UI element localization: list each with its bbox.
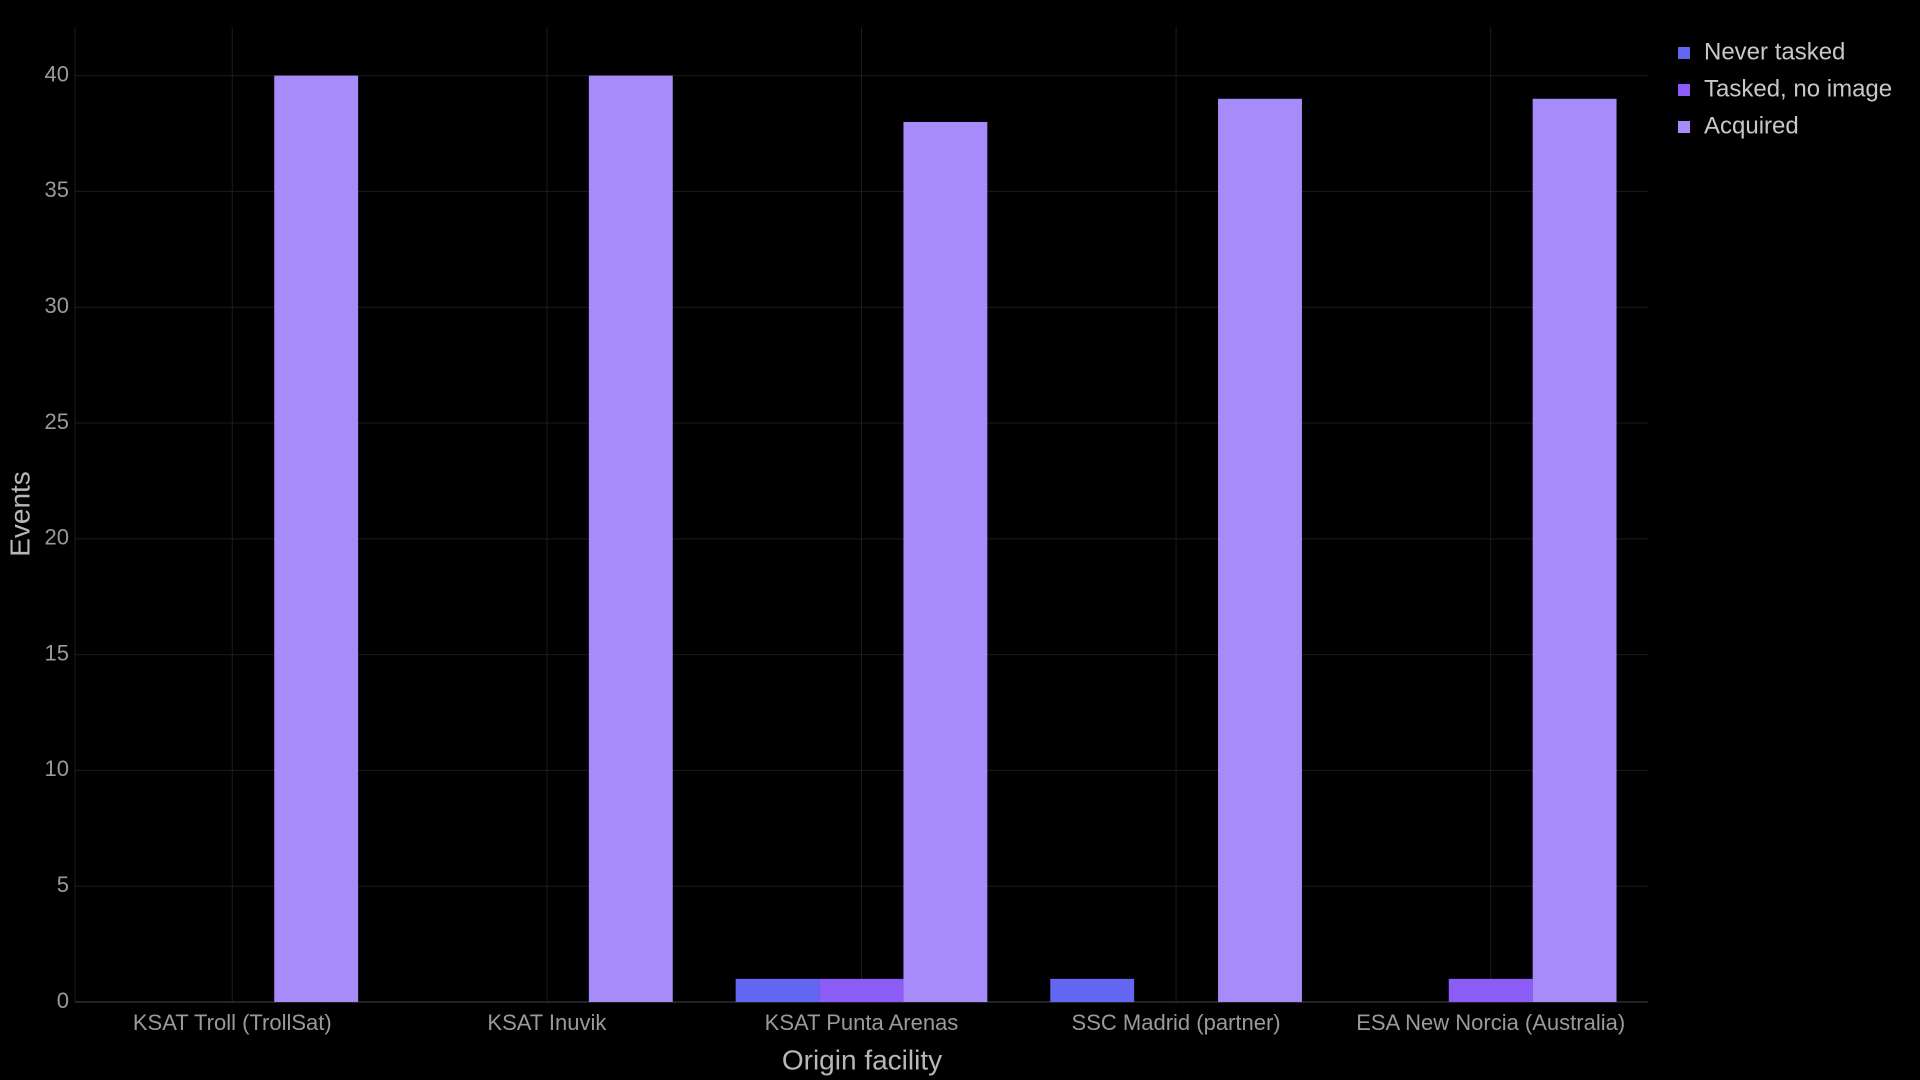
legend-swatch	[1678, 84, 1690, 96]
y-tick-label: 25	[45, 409, 69, 434]
y-tick-label: 5	[57, 872, 69, 897]
x-tick-label: KSAT Troll (TrollSat)	[133, 1010, 332, 1035]
legend-label: Tasked, no image	[1704, 75, 1892, 102]
bar	[588, 75, 673, 1002]
x-tick-label: SSC Madrid (partner)	[1072, 1010, 1281, 1035]
bar	[819, 978, 904, 1002]
legend-swatch	[1678, 121, 1690, 133]
x-tick-label: ESA New Norcia (Australia)	[1356, 1010, 1625, 1035]
y-axis-title: Events	[4, 471, 35, 557]
y-tick-label: 15	[45, 640, 69, 665]
x-tick-label: KSAT Inuvik	[487, 1010, 607, 1035]
legend-label: Never tasked	[1704, 38, 1845, 65]
y-tick-label: 30	[45, 293, 69, 318]
bar	[735, 978, 820, 1002]
y-tick-label: 10	[45, 756, 69, 781]
x-tick-label: KSAT Punta Arenas	[765, 1010, 959, 1035]
bar	[903, 121, 988, 1002]
y-tick-label: 20	[45, 525, 69, 550]
legend-swatch	[1678, 47, 1690, 59]
y-tick-label: 0	[57, 988, 69, 1013]
y-tick-label: 40	[45, 61, 69, 86]
bar	[1050, 978, 1135, 1002]
bar	[274, 75, 359, 1002]
bar	[1532, 98, 1617, 1003]
x-axis-title: Origin facility	[782, 1044, 942, 1075]
bar	[1448, 978, 1533, 1002]
legend-label: Acquired	[1704, 112, 1799, 139]
y-tick-label: 35	[45, 177, 69, 202]
bar	[1218, 98, 1302, 1003]
